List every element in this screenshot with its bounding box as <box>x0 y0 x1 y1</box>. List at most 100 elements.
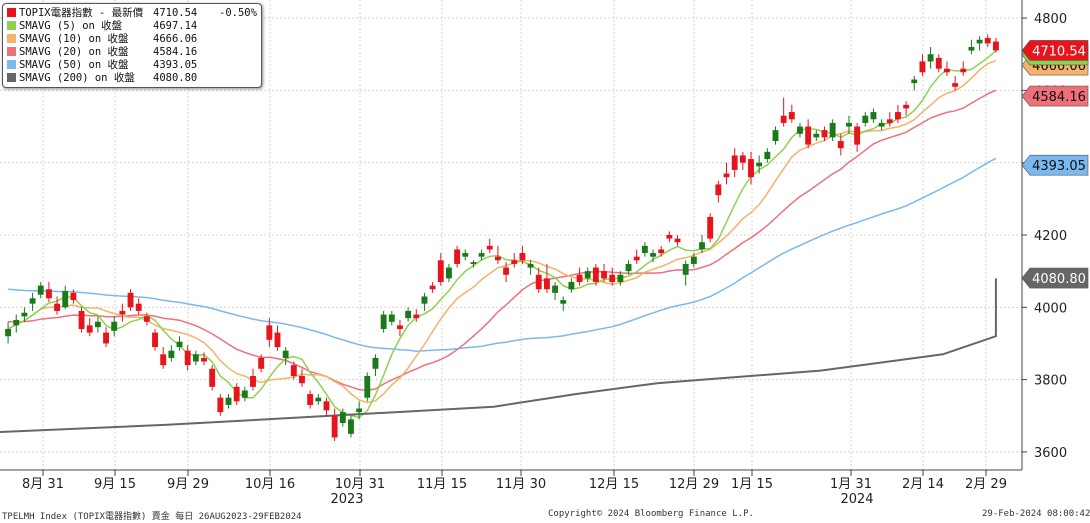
candle <box>780 97 787 127</box>
candle-body <box>470 262 477 264</box>
legend-name: SMAVG (5) on 收盤 <box>19 20 123 32</box>
candle <box>454 245 461 268</box>
last-value-badge: 4710.54 <box>1021 40 1089 61</box>
candle <box>911 75 918 91</box>
candle <box>739 151 746 170</box>
candle <box>168 345 175 362</box>
legend-change: -0.50% <box>219 6 257 19</box>
legend-item[interactable]: SMAVG (200) on 收盤 4080.80 <box>3 71 261 84</box>
candle <box>372 354 379 376</box>
candle-body <box>486 245 493 250</box>
candle-body <box>266 325 273 340</box>
candle-body <box>397 325 403 329</box>
candle <box>641 242 648 257</box>
candle <box>992 37 999 53</box>
sma-10-line <box>7 59 997 404</box>
candle-body <box>560 300 567 304</box>
x-axis-ticks: 8月 31 9月 15 9月 29 10月 16 10月 31 11月 15 11月 30 1… <box>22 470 1007 507</box>
last-value-labels: 4666.064697.144584.164393.054080.804710.… <box>1021 40 1089 289</box>
candle <box>405 307 412 322</box>
candle-body <box>739 155 746 163</box>
candle <box>315 394 322 405</box>
candle-body <box>641 245 648 254</box>
candle-body <box>837 141 844 149</box>
candle <box>748 151 754 185</box>
legend-item[interactable]: SMAVG (10) on 收盤 4666.06 <box>3 32 261 45</box>
candle <box>127 289 134 311</box>
legend-name: SMAVG (50) on 收盤 <box>19 59 129 71</box>
candle-body <box>527 263 534 268</box>
legend-name: TOPIX電器指數 - 最新價 <box>19 7 144 19</box>
candle <box>821 126 828 141</box>
candle-body <box>201 357 207 362</box>
candle-body <box>503 267 510 275</box>
candle <box>707 213 714 243</box>
candle-body <box>454 249 461 264</box>
x-tick-label: 1月 31 <box>830 477 872 492</box>
badge-value: 4393.05 <box>1032 159 1086 174</box>
legend-item[interactable]: SMAVG (50) on 收盤 4393.05 <box>3 58 261 71</box>
candle-body <box>217 397 224 413</box>
legend-item[interactable]: TOPIX電器指數 - 最新價 4710.54 -0.50% <box>3 6 261 19</box>
candle <box>584 267 591 282</box>
candle-body <box>135 303 142 311</box>
legend-value: 4393.05 <box>153 58 198 71</box>
candle-body <box>788 112 795 120</box>
candle-body <box>143 316 150 322</box>
candle-body <box>152 332 158 348</box>
candle <box>764 148 771 163</box>
legend-item[interactable]: SMAVG (5) on 收盤 4697.14 <box>3 19 261 32</box>
candle <box>37 282 44 299</box>
candle-body <box>772 130 779 141</box>
candle-body <box>617 274 624 282</box>
candle-body <box>437 260 444 282</box>
candle <box>633 249 640 264</box>
candle <box>699 235 705 254</box>
candle-body <box>70 292 77 301</box>
legend-value: 4710.54 <box>153 6 198 19</box>
candle <box>356 401 363 420</box>
candle <box>62 285 69 310</box>
candle <box>576 267 583 286</box>
candle-body <box>290 365 297 376</box>
x-year-label: 2024 <box>840 492 873 507</box>
legend-item[interactable]: SMAVG (20) on 收盤 4584.16 <box>3 45 261 58</box>
candle-body <box>625 263 632 272</box>
candle-body <box>323 401 330 411</box>
candle <box>86 318 93 337</box>
candle <box>21 307 28 322</box>
candle <box>176 336 183 351</box>
x-tick-label: 8月 31 <box>22 477 64 492</box>
candle-body <box>5 329 12 337</box>
candle-body <box>992 41 999 51</box>
legend[interactable]: TOPIX電器指數 - 最新價 4710.54 -0.50% SMAVG (5) on… <box>2 3 262 88</box>
candle <box>470 260 477 268</box>
y-tick-label: 3600 <box>1034 446 1067 461</box>
candle <box>878 119 885 131</box>
candle-body <box>356 408 363 413</box>
candle-body <box>911 79 918 84</box>
candle <box>5 321 12 344</box>
candle-body <box>805 126 812 145</box>
candle-body <box>601 271 607 279</box>
candle <box>731 148 738 178</box>
legend-swatch <box>7 60 16 69</box>
candle-body <box>13 319 20 326</box>
candle <box>650 249 656 263</box>
candle <box>715 180 722 203</box>
candle <box>331 408 338 442</box>
x-tick-label: 12月 29 <box>669 477 719 492</box>
candle-body <box>960 68 967 73</box>
candle <box>609 267 616 286</box>
sma-50-line <box>8 157 997 352</box>
candle-body <box>568 282 575 290</box>
candle <box>682 260 689 286</box>
badge-value: 4710.54 <box>1032 44 1086 59</box>
candle-body <box>331 415 338 438</box>
candle-body <box>86 325 93 333</box>
candle <box>805 119 812 149</box>
candle <box>437 253 444 286</box>
candle <box>152 329 158 351</box>
candle-body <box>690 256 697 264</box>
footer-left: TPELMH Index (TOPIX電器指數) 賣金 每日 26AUG2023… <box>2 512 302 522</box>
